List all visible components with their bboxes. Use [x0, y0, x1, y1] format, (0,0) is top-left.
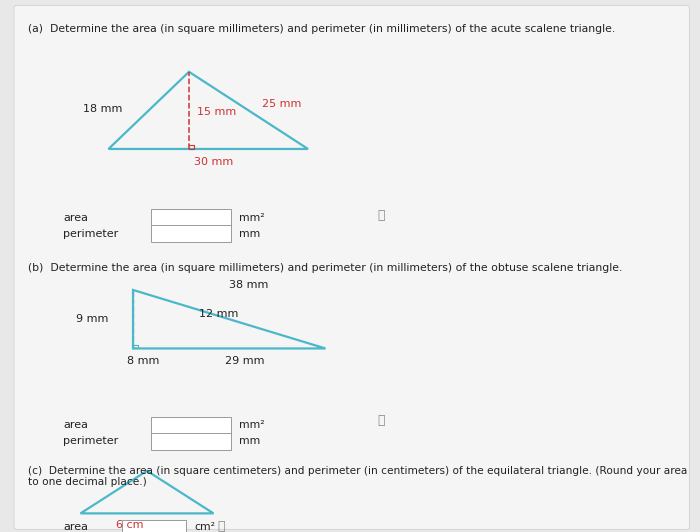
- Text: mm: mm: [239, 436, 260, 446]
- FancyBboxPatch shape: [150, 417, 231, 434]
- Text: (b)  Determine the area (in square millimeters) and perimeter (in millimeters) o: (b) Determine the area (in square millim…: [28, 263, 622, 273]
- Text: ⓘ: ⓘ: [378, 209, 385, 222]
- FancyBboxPatch shape: [14, 5, 690, 529]
- Text: 12 mm: 12 mm: [199, 309, 239, 319]
- Text: 6 cm: 6 cm: [116, 520, 144, 530]
- Text: 29 mm: 29 mm: [225, 356, 265, 367]
- Text: area: area: [63, 522, 88, 532]
- Text: mm²: mm²: [239, 213, 265, 222]
- Text: ⓘ: ⓘ: [217, 520, 225, 532]
- Text: (c)  Determine the area (in square centimeters) and perimeter (in centimeters) o: (c) Determine the area (in square centim…: [28, 466, 687, 487]
- Text: (a)  Determine the area (in square millimeters) and perimeter (in millimeters) o: (a) Determine the area (in square millim…: [28, 24, 615, 34]
- Text: perimeter: perimeter: [63, 436, 118, 446]
- Text: area: area: [63, 213, 88, 222]
- Text: ⓘ: ⓘ: [378, 414, 385, 427]
- Text: area: area: [63, 420, 88, 430]
- FancyBboxPatch shape: [150, 209, 231, 226]
- Text: mm: mm: [239, 229, 260, 238]
- Text: perimeter: perimeter: [63, 229, 118, 238]
- Text: 38 mm: 38 mm: [229, 280, 268, 290]
- FancyBboxPatch shape: [122, 520, 186, 532]
- Text: 15 mm: 15 mm: [197, 107, 237, 117]
- FancyBboxPatch shape: [150, 433, 231, 450]
- Text: 8 mm: 8 mm: [127, 356, 160, 367]
- Text: mm²: mm²: [239, 420, 265, 430]
- Text: 18 mm: 18 mm: [83, 104, 122, 114]
- Text: cm²: cm²: [194, 522, 215, 532]
- Text: 9 mm: 9 mm: [76, 314, 108, 324]
- Text: 30 mm: 30 mm: [194, 157, 233, 167]
- Text: 25 mm: 25 mm: [262, 99, 302, 109]
- FancyBboxPatch shape: [150, 225, 231, 242]
